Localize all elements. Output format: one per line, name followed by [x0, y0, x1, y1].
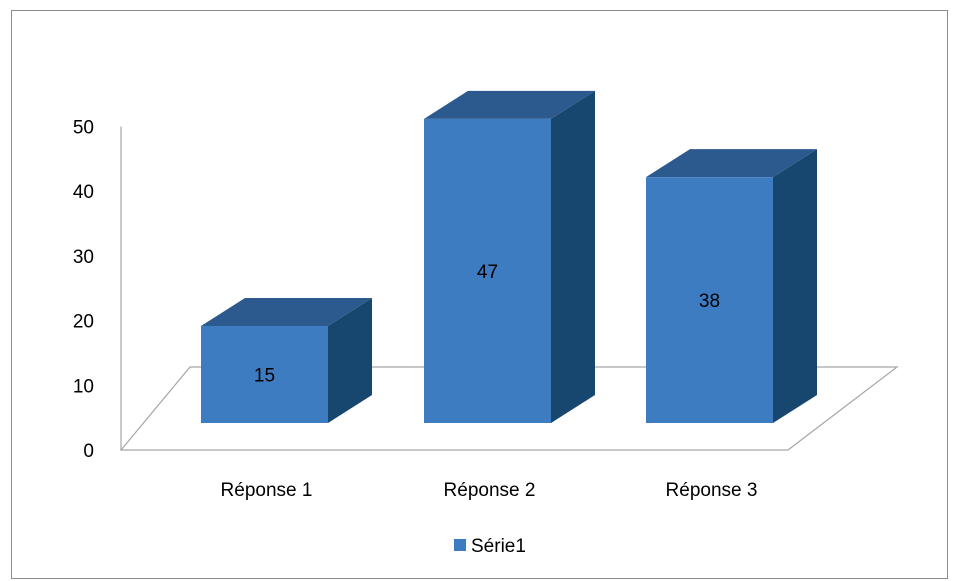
- y-tick-label: 30: [73, 247, 94, 268]
- bar-2: 47: [424, 90, 595, 423]
- bar-front: [646, 177, 773, 423]
- bar-top: [424, 90, 595, 119]
- category-label: Réponse 2: [444, 480, 536, 501]
- bar-side: [551, 90, 595, 423]
- floor-plane: [119, 366, 899, 451]
- y-axis-ticks: 0 10 20 30 40 50: [73, 118, 94, 463]
- category-label: Réponse 1: [221, 480, 313, 501]
- bars: 15 47 38: [201, 90, 817, 423]
- y-tick-label: 0: [83, 441, 94, 462]
- bar-3: 38: [646, 149, 817, 423]
- data-label: 47: [477, 262, 498, 283]
- bar-top: [646, 149, 817, 178]
- bar-front: [201, 325, 328, 423]
- chart-floor: [119, 366, 899, 451]
- category-labels: Réponse 1 Réponse 2 Réponse 3: [221, 480, 758, 501]
- bar-side: [773, 149, 817, 423]
- bar-1: 15: [201, 297, 372, 423]
- category-label: Réponse 3: [666, 480, 758, 501]
- bar-front: [424, 118, 551, 423]
- legend-swatch: [454, 539, 466, 551]
- data-label: 15: [254, 365, 275, 386]
- bar-side: [328, 297, 372, 423]
- data-label: 38: [699, 291, 720, 312]
- bar-top: [201, 297, 372, 326]
- y-tick-label: 20: [73, 312, 94, 333]
- legend-label: Série1: [471, 536, 526, 557]
- y-tick-label: 40: [73, 182, 94, 203]
- y-tick-label: 10: [73, 376, 94, 397]
- legend: Série1: [454, 536, 526, 557]
- y-tick-label: 50: [73, 118, 94, 139]
